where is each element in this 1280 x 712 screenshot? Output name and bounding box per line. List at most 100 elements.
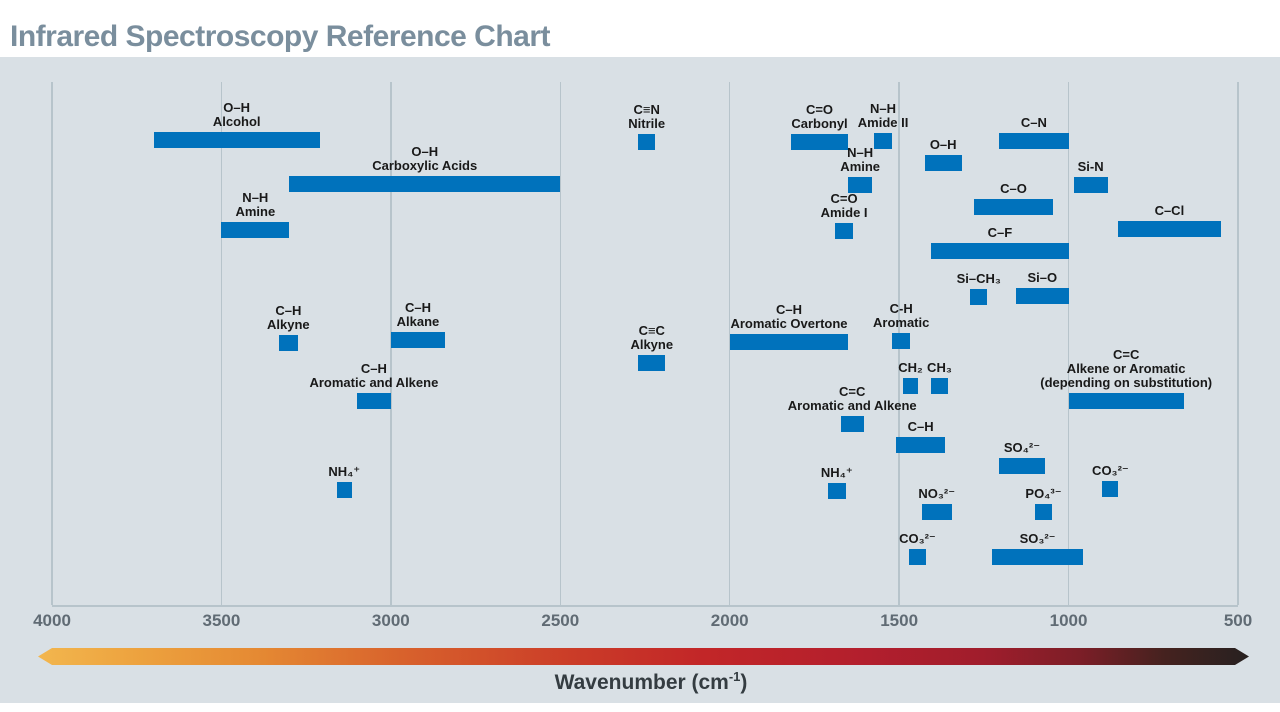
band-label-line: C–Cl (1154, 203, 1185, 218)
band-label: C–N (1021, 116, 1047, 130)
band-label-line: PO₄³⁻ (1025, 486, 1062, 501)
band-label: C–H Alkyne (267, 304, 310, 332)
band-label-line: SO₃²⁻ (1019, 531, 1056, 546)
band-bar (356, 393, 391, 409)
axis-tick-label-2500: 2500 (541, 611, 580, 630)
page-title: Infrared Spectroscopy Reference Chart (10, 20, 551, 54)
band-label: PO₄³⁻ (1025, 487, 1061, 501)
band-label: Si-N (1078, 160, 1104, 174)
band-bar (902, 378, 919, 394)
band-label-line: O–H (223, 100, 251, 115)
axis-tick-label-3500: 3500 (202, 611, 241, 630)
axis-tick-label-1000: 1000 (1049, 611, 1088, 630)
band-bar (873, 133, 893, 149)
band-bar (638, 355, 666, 371)
band-bar (221, 222, 290, 238)
band-label-line: (depending on substitution) (1040, 375, 1213, 390)
band-label-line: Amide II (857, 115, 909, 130)
band-bar (931, 243, 1069, 259)
axis-tick-label-4000: 4000 (33, 611, 71, 630)
band-label: SO₃²⁻ (1020, 532, 1056, 546)
band-label-line: Si–O (1027, 270, 1058, 285)
band-label-line: CO₃²⁻ (1092, 463, 1129, 478)
band-label-line: C-H (889, 301, 913, 316)
band-label-line: NO₃²⁻ (918, 486, 956, 501)
band-label-line: C=C (1112, 347, 1140, 362)
gridline-1000 (1067, 82, 1070, 605)
band-label: C-H Aromatic (873, 302, 929, 330)
band-label: CH₃ (927, 361, 952, 375)
axis-tick-label-1500: 1500 (880, 611, 919, 630)
band-label-line: Si-N (1077, 159, 1104, 174)
band-bar (1117, 221, 1222, 237)
band-label: N–H Amine (235, 191, 275, 219)
band-bar (279, 335, 298, 351)
band-label-line: Amine (235, 204, 276, 219)
band-bar (921, 504, 952, 520)
band-label-line: Aromatic and Alkene (309, 375, 439, 390)
band-label-line: Si–CH₃ (956, 271, 1001, 286)
band-label-line: Alkyne (630, 337, 674, 352)
band-label-line: O–H (411, 144, 439, 159)
gridline-500 (1237, 82, 1239, 605)
band-bar (1102, 481, 1119, 497)
band-bar (840, 416, 864, 432)
band-label-line: C≡C (638, 323, 665, 338)
band-label: C=C Alkene or Aromatic (depending on subst… (1040, 348, 1212, 390)
band-label: C–H Aromatic Overtone (730, 303, 847, 331)
band-bar (834, 223, 854, 239)
band-label: CH₂ (898, 361, 923, 375)
band-label-line: Alkene or Aromatic (1066, 361, 1186, 376)
band-label-line: CH₂ (898, 360, 923, 375)
band-label: C–H Aromatic and Alkene (309, 362, 438, 390)
band-label-line: C–F (987, 225, 1013, 240)
band-label: N–H Amide II (858, 102, 909, 130)
band-label-line: Nitrile (628, 116, 666, 131)
band-label: SO₄²⁻ (1004, 441, 1040, 455)
band-bar (908, 549, 927, 565)
x-axis-title-close: ) (740, 671, 748, 694)
band-label-line: Carboxylic Acids (372, 158, 478, 173)
band-label: C–H Alkane (397, 301, 440, 329)
x-axis-title-text: Wavenumber (cm (554, 671, 729, 694)
band-label: Si–CH₃ (957, 272, 1001, 286)
band-bar (638, 134, 656, 150)
band-label: C=O Carbonyl (791, 103, 847, 131)
band-label: O–H (930, 138, 957, 152)
band-label-line: C–H (360, 361, 387, 376)
band-label: C–F (988, 226, 1013, 240)
band-label-line: C–O (1000, 181, 1027, 196)
band-label-line: Aromatic Overtone (730, 316, 848, 331)
band-label: C=C Aromatic and Alkene (788, 385, 917, 413)
band-label-line: Alcohol (212, 114, 261, 129)
band-bar (973, 199, 1054, 215)
x-axis-title-superscript: -1 (728, 669, 741, 684)
band-label-line: C–H (275, 303, 302, 318)
axis-tick-label-500: 500 (1223, 611, 1253, 630)
band-label-line: Carbonyl (791, 116, 848, 131)
band-bar (1073, 177, 1108, 193)
band-label: C–H (908, 420, 934, 434)
band-bar (729, 334, 849, 350)
band-bar (390, 332, 446, 348)
wavenumber-gradient-arrow (38, 648, 1249, 665)
band-bar (336, 482, 352, 498)
band-label: C≡C Alkyne (630, 324, 673, 352)
band-bar (999, 133, 1069, 149)
band-label-line: Amine (840, 159, 881, 174)
band-label-line: Alkyne (267, 317, 310, 332)
gridline-2500 (559, 82, 562, 605)
band-label: C–O (1000, 182, 1027, 196)
band-bar (1035, 504, 1052, 520)
band-label-line: C=C (839, 384, 866, 399)
gridline-4000 (51, 82, 53, 605)
band-label-line: NH₄⁺ (328, 464, 361, 479)
chart-area: Wavenumber (cm-1) 4000 3500 3000 2500 2000 15… (0, 57, 1280, 703)
band-label-line: C–H (404, 300, 431, 315)
band-bar (1016, 288, 1069, 304)
band-bar (892, 333, 910, 349)
band-label-line: CH₃ (927, 360, 952, 375)
band-label: C≡N Nitrile (628, 103, 665, 131)
band-label: Si–O (1027, 271, 1057, 285)
band-label-line: O–H (929, 137, 957, 152)
